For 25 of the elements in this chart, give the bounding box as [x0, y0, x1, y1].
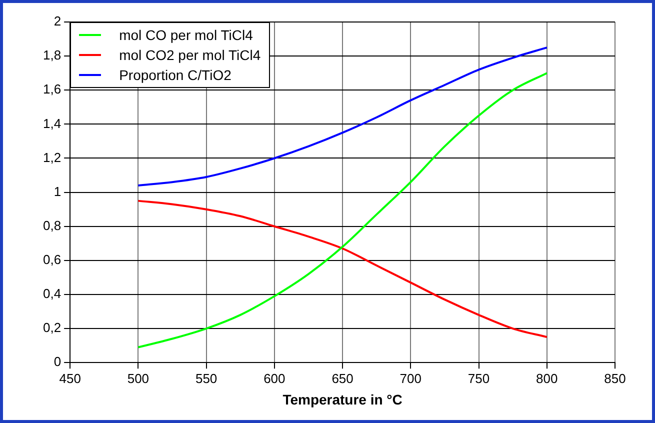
y-tick-label: 0 — [54, 354, 62, 370]
y-tick-label: 0,6 — [42, 252, 62, 267]
y-tick-label: 1,6 — [42, 82, 62, 97]
legend-label: mol CO2 per mol TiCl4 — [119, 46, 261, 65]
x-tick-label: 650 — [332, 370, 354, 386]
x-tick-label: 850 — [604, 370, 626, 386]
line-series — [137, 200, 548, 338]
x-tick-label: 550 — [195, 370, 218, 386]
x-tick-label: 800 — [536, 370, 558, 386]
y-tick-label: 1 — [54, 184, 62, 199]
x-tick-label: 600 — [264, 370, 286, 386]
legend-label: mol CO per mol TiCl4 — [119, 26, 253, 45]
x-tick-label: 500 — [127, 370, 150, 386]
x-axis-title: Temperature in °C — [282, 391, 402, 408]
x-tick-label: 700 — [400, 370, 422, 386]
y-tick-label: 0,2 — [42, 320, 62, 336]
y-tick-label: 0,4 — [42, 286, 62, 302]
y-tick-label: 1,4 — [42, 116, 62, 131]
y-tick-label: 2 — [54, 14, 62, 29]
x-tick-label: 450 — [59, 370, 81, 386]
y-tick-label: 1,8 — [42, 48, 62, 63]
y-tick-label: 0,8 — [42, 218, 62, 233]
x-tick-label: 750 — [468, 370, 490, 386]
legend-label: Proportion C/TiO2 — [119, 66, 232, 85]
y-tick-label: 1,2 — [42, 150, 62, 165]
